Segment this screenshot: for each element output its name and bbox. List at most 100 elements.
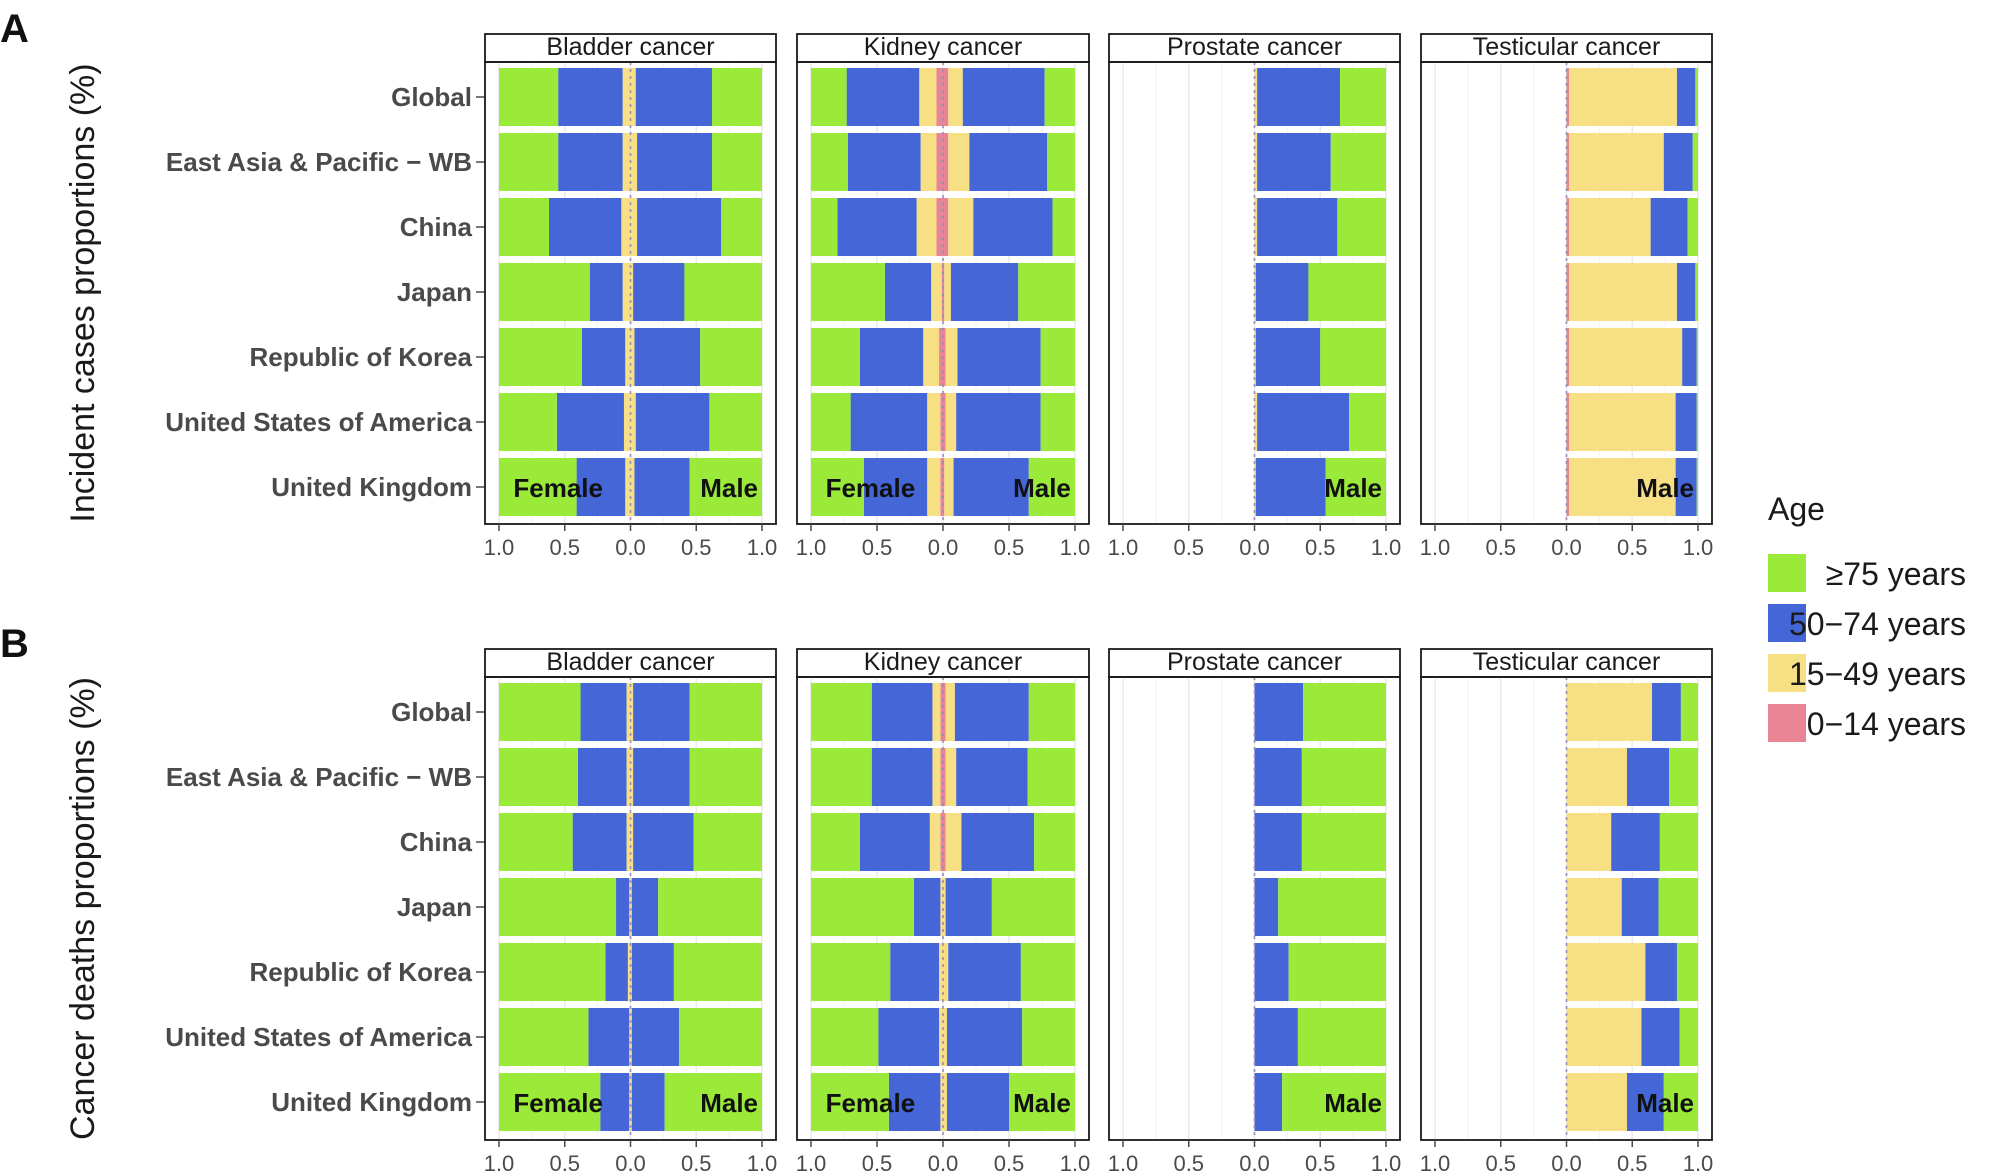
bar-female-republic-of-korea-a75 [499, 943, 606, 1001]
bar-male-east-asia-pacific-wb-a15 [630, 748, 634, 806]
bar-male-china-a15 [1566, 813, 1612, 871]
region-label-united-states-of-america: United States of America [165, 1022, 472, 1052]
facet-bladder-cancer: Bladder cancer Female Male 1.0 0.5 0.0 0.5 1.0 [484, 33, 778, 560]
bar-female-china-a0 [940, 813, 943, 871]
bar-male-east-asia-pacific-wb-a15 [1254, 133, 1258, 191]
x-tick-label: 0.5 [1173, 535, 1204, 560]
bar-male-japan-a15 [1254, 263, 1256, 321]
facet-title: Prostate cancer [1167, 33, 1342, 61]
panels-layer: A Incident cases proportions (%) Global Eas… [0, 7, 1713, 1176]
bar-female-east-asia-pacific-wb-a75 [499, 133, 559, 191]
bar-female-east-asia-pacific-wb-a50 [871, 748, 933, 806]
x-tick-label: 0.0 [615, 535, 646, 560]
bar-female-japan-a15 [629, 878, 631, 936]
facet-strip [484, 648, 777, 678]
bar-male-japan-a50 [633, 263, 685, 321]
bar-female-united-states-of-america-a75 [811, 393, 851, 451]
bar-male-japan-a50 [1676, 263, 1696, 321]
bar-female-east-asia-pacific-wb-a50 [847, 133, 921, 191]
bar-male-republic-of-korea-a50 [1254, 943, 1289, 1001]
bar-male-japan-a75 [1308, 263, 1386, 321]
bar-male-united-kingdom-a50 [631, 1073, 665, 1131]
bar-male-east-asia-pacific-wb-a50 [1257, 133, 1331, 191]
bar-female-united-kingdom-a75 [499, 1073, 601, 1131]
bar-male-united-kingdom-a50 [1626, 1073, 1664, 1131]
bar-male-global-a15 [945, 683, 955, 741]
x-tick-label: 0.5 [1305, 1151, 1336, 1176]
bar-female-japan-a15 [940, 878, 943, 936]
bar-male-japan-a15 [630, 263, 634, 321]
x-tick-label: 0.5 [681, 1151, 712, 1176]
region-label-china: China [400, 212, 473, 242]
sex-label-male: Male [1636, 1088, 1694, 1118]
bar-male-united-states-of-america-a15 [1569, 393, 1676, 451]
legend-title: Age [1768, 491, 1825, 527]
facet-kidney-cancer: Kidney cancer Female Male 1.0 0.5 0.0 0.5 1.0 [796, 648, 1091, 1176]
bar-male-global-a15 [630, 68, 636, 126]
x-tick-label: 0.5 [1617, 535, 1648, 560]
bar-female-united-states-of-america-a15 [939, 1008, 943, 1066]
region-label-republic-of-korea: Republic of Korea [250, 342, 473, 372]
bar-male-united-states-of-america-a15 [943, 1008, 947, 1066]
facet-strip [796, 33, 1090, 63]
bar-female-global-a50 [846, 68, 920, 126]
bar-male-east-asia-pacific-wb-a50 [1663, 133, 1693, 191]
legend-label-a0: 0−14 years [1807, 706, 1966, 742]
bar-male-japan-a15 [1566, 878, 1622, 936]
bar-female-japan-a75 [811, 263, 885, 321]
bar-male-united-states-of-america-a75 [1349, 393, 1386, 451]
bar-male-united-states-of-america-a75 [679, 1008, 762, 1066]
bar-male-republic-of-korea-a0 [1566, 328, 1570, 386]
bar-female-japan-a75 [499, 263, 590, 321]
bar-male-united-states-of-america-a75 [1679, 1008, 1698, 1066]
bar-male-republic-of-korea-a75 [1288, 943, 1386, 1001]
x-tick-label: 0.5 [549, 535, 580, 560]
bar-male-republic-of-korea-a15 [945, 328, 958, 386]
legend-swatch-a15 [1768, 654, 1806, 692]
bar-male-china-a50 [973, 198, 1053, 256]
bar-male-east-asia-pacific-wb-a15 [1566, 748, 1627, 806]
sex-label-male: Male [1013, 473, 1071, 503]
bar-male-global-a75 [1028, 683, 1075, 741]
bar-female-japan-a75 [499, 878, 617, 936]
bar-male-japan-a50 [1255, 263, 1309, 321]
sex-label-male: Male [1324, 473, 1382, 503]
bar-female-east-asia-pacific-wb-a0 [936, 133, 943, 191]
panel-letter: A [0, 7, 29, 51]
bar-female-united-states-of-america-a50 [850, 393, 928, 451]
bar-male-global-a50 [954, 683, 1029, 741]
bar-male-japan-a15 [943, 878, 946, 936]
bar-male-east-asia-pacific-wb-a75 [1692, 133, 1698, 191]
bar-male-global-a50 [633, 683, 690, 741]
region-label-japan: Japan [397, 277, 472, 307]
bar-female-united-kingdom-a50 [576, 458, 626, 516]
bar-female-china-a50 [859, 813, 930, 871]
x-tick-label: 0.5 [549, 1151, 580, 1176]
bar-male-japan-a75 [1278, 878, 1386, 936]
facet-title: Prostate cancer [1167, 648, 1342, 676]
bar-male-global-a15 [948, 68, 963, 126]
x-tick-label: 0.5 [1485, 1151, 1516, 1176]
bar-female-china-a50 [837, 198, 917, 256]
bar-male-global-a75 [1044, 68, 1075, 126]
bar-male-east-asia-pacific-wb-a50 [1626, 748, 1670, 806]
x-tick-label: 1.0 [484, 535, 515, 560]
bar-female-global-a15 [622, 68, 631, 126]
bar-male-china-a15 [1254, 198, 1258, 256]
bar-male-united-states-of-america-a50 [946, 1008, 1023, 1066]
panel-a: A Incident cases proportions (%) Global Eas… [0, 7, 1713, 560]
bar-male-global-a75 [1303, 683, 1386, 741]
legend-swatch-a75 [1768, 554, 1806, 592]
facet-testicular-cancer: Testicular cancer Male 1.0 0.5 0.0 0.5 1.0 [1420, 33, 1714, 560]
bar-male-republic-of-korea-a15 [630, 328, 635, 386]
bar-female-united-kingdom-a75 [811, 458, 864, 516]
facet-testicular-cancer: Testicular cancer Male 1.0 0.5 0.0 0.5 1.0 [1420, 648, 1714, 1176]
bar-male-united-states-of-america-a50 [1257, 393, 1350, 451]
bar-male-china-a50 [1650, 198, 1688, 256]
bar-male-global-a75 [1695, 68, 1698, 126]
bar-male-china-a75 [1659, 813, 1698, 871]
x-tick-label: 0.5 [1485, 535, 1516, 560]
bar-female-japan-a75 [811, 878, 914, 936]
bar-male-japan-a15 [1569, 263, 1677, 321]
